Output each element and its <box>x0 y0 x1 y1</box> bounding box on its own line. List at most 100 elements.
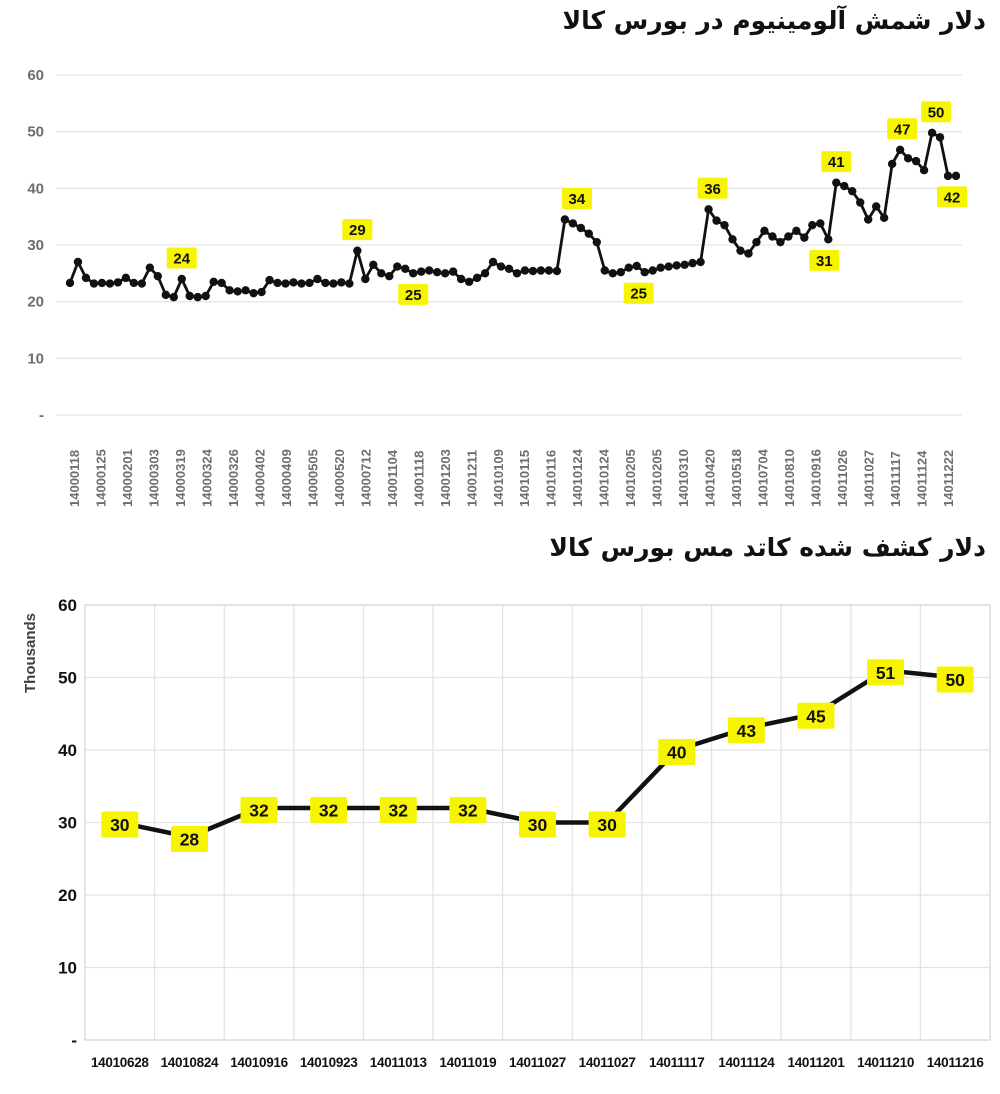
data-label: 32 <box>319 801 339 821</box>
data-point <box>712 216 721 225</box>
data-point <box>608 269 617 278</box>
data-point <box>536 266 546 275</box>
data-point <box>640 268 649 277</box>
data-label-box <box>342 219 373 241</box>
data-point <box>401 264 410 273</box>
data-label-box <box>697 177 728 199</box>
data-point <box>903 154 913 163</box>
y-axis-tick-label: 30 <box>27 237 44 254</box>
data-point <box>696 257 705 267</box>
data-point <box>161 290 170 300</box>
data-point <box>409 269 418 278</box>
data-label: 31 <box>816 253 833 270</box>
y-axis-tick-label: 40 <box>58 741 77 760</box>
data-point <box>584 229 594 238</box>
y-axis-tick-label: - <box>39 407 44 424</box>
data-point <box>448 267 458 276</box>
x-axis-tick-label: 14000402 <box>253 449 268 507</box>
data-label-box <box>398 283 429 305</box>
data-point <box>776 237 785 247</box>
data-label: 51 <box>876 663 896 683</box>
data-point <box>137 279 147 288</box>
data-label: 32 <box>389 801 409 821</box>
data-point <box>656 263 665 272</box>
data-point <box>440 269 450 278</box>
x-axis-tick-label: 14000324 <box>200 448 215 507</box>
x-axis-tick-label: 14010115 <box>517 450 532 507</box>
data-point <box>520 266 530 275</box>
data-point <box>289 278 298 287</box>
copper-chart-canvas: - 10 20 30 40 50 60 Thousands 14010628 14010824 14… <box>22 596 991 1070</box>
x-axis-tick-label: 14010205 <box>650 449 665 507</box>
x-axis-tick-label: 14010628 <box>91 1055 149 1070</box>
data-point <box>97 278 107 288</box>
data-point <box>65 278 75 288</box>
data-label: 50 <box>945 670 965 690</box>
data-point <box>680 260 689 270</box>
x-axis-tick-label: 14011117 <box>888 451 903 507</box>
data-label: 30 <box>528 815 548 835</box>
data-label: 34 <box>569 191 586 208</box>
data-label-box <box>379 797 417 823</box>
data-point <box>592 237 602 247</box>
data-point <box>305 278 314 288</box>
data-point <box>432 268 442 277</box>
x-axis-tick-label: 14010116 <box>544 450 559 507</box>
data-point <box>760 226 769 236</box>
y-axis-tick-label: 10 <box>58 959 77 978</box>
x-axis-tick-label: 14011027 <box>861 450 876 507</box>
aluminum-price-chart: دلار شمش آلومینیوم در بورس کالا - 10 20 30 4… <box>0 0 1000 515</box>
x-axis-tick-label: 14001104 <box>385 449 400 507</box>
data-point <box>472 273 482 283</box>
data-point <box>377 269 386 278</box>
copper-chart-title: دلار کشف شده کاتد مس بورس کالا <box>549 533 986 562</box>
x-axis-tick-label: 14010124 <box>570 448 585 507</box>
x-axis-tick-label: 14011216 <box>927 1055 985 1070</box>
data-point <box>824 235 833 244</box>
data-point <box>856 198 865 207</box>
x-axis-tick-label: 14010810 <box>782 449 797 507</box>
data-label-box <box>727 717 765 744</box>
data-point <box>241 286 250 295</box>
data-point <box>744 249 753 258</box>
x-axis-tick-label: 14010124 <box>597 448 612 507</box>
x-axis-tick-label: 14011026 <box>835 450 850 507</box>
x-axis-tick-label: 14000319 <box>173 449 188 507</box>
data-point <box>887 159 897 169</box>
data-point <box>345 279 354 288</box>
x-axis-tick-label: 14011201 <box>788 1055 846 1070</box>
data-label-box <box>797 702 835 729</box>
data-point <box>169 292 178 302</box>
plot-border <box>84 604 991 1041</box>
data-label-box <box>449 797 487 823</box>
data-point <box>73 257 83 267</box>
data-label-box <box>623 282 654 304</box>
x-axis-tick-label: 14010420 <box>703 449 718 507</box>
data-point <box>488 257 498 267</box>
y-axis-tick-label: 20 <box>27 294 44 311</box>
data-point <box>560 215 570 224</box>
data-point <box>456 274 466 284</box>
x-axis-tick-label: 14001203 <box>438 449 453 507</box>
x-axis-tick-label: 14000409 <box>279 449 294 507</box>
data-label-box <box>658 739 696 765</box>
data-point <box>871 202 881 211</box>
x-axis-tick-label: 14000303 <box>147 449 162 507</box>
data-point <box>752 237 761 247</box>
data-point <box>720 220 729 230</box>
data-point <box>840 181 849 191</box>
data-point <box>281 279 290 288</box>
x-axis-tick-label: 14000125 <box>94 449 109 507</box>
data-point <box>361 274 370 284</box>
data-label-box <box>101 811 139 838</box>
data-point <box>544 266 554 275</box>
data-point <box>113 278 123 287</box>
data-point <box>193 292 202 302</box>
data-point <box>297 279 306 288</box>
data-point <box>217 278 226 288</box>
data-point <box>145 263 155 272</box>
data-label-box <box>310 797 348 823</box>
data-point <box>225 286 234 295</box>
data-point <box>385 271 394 281</box>
x-axis-tick-label: 14010916 <box>230 1055 288 1070</box>
